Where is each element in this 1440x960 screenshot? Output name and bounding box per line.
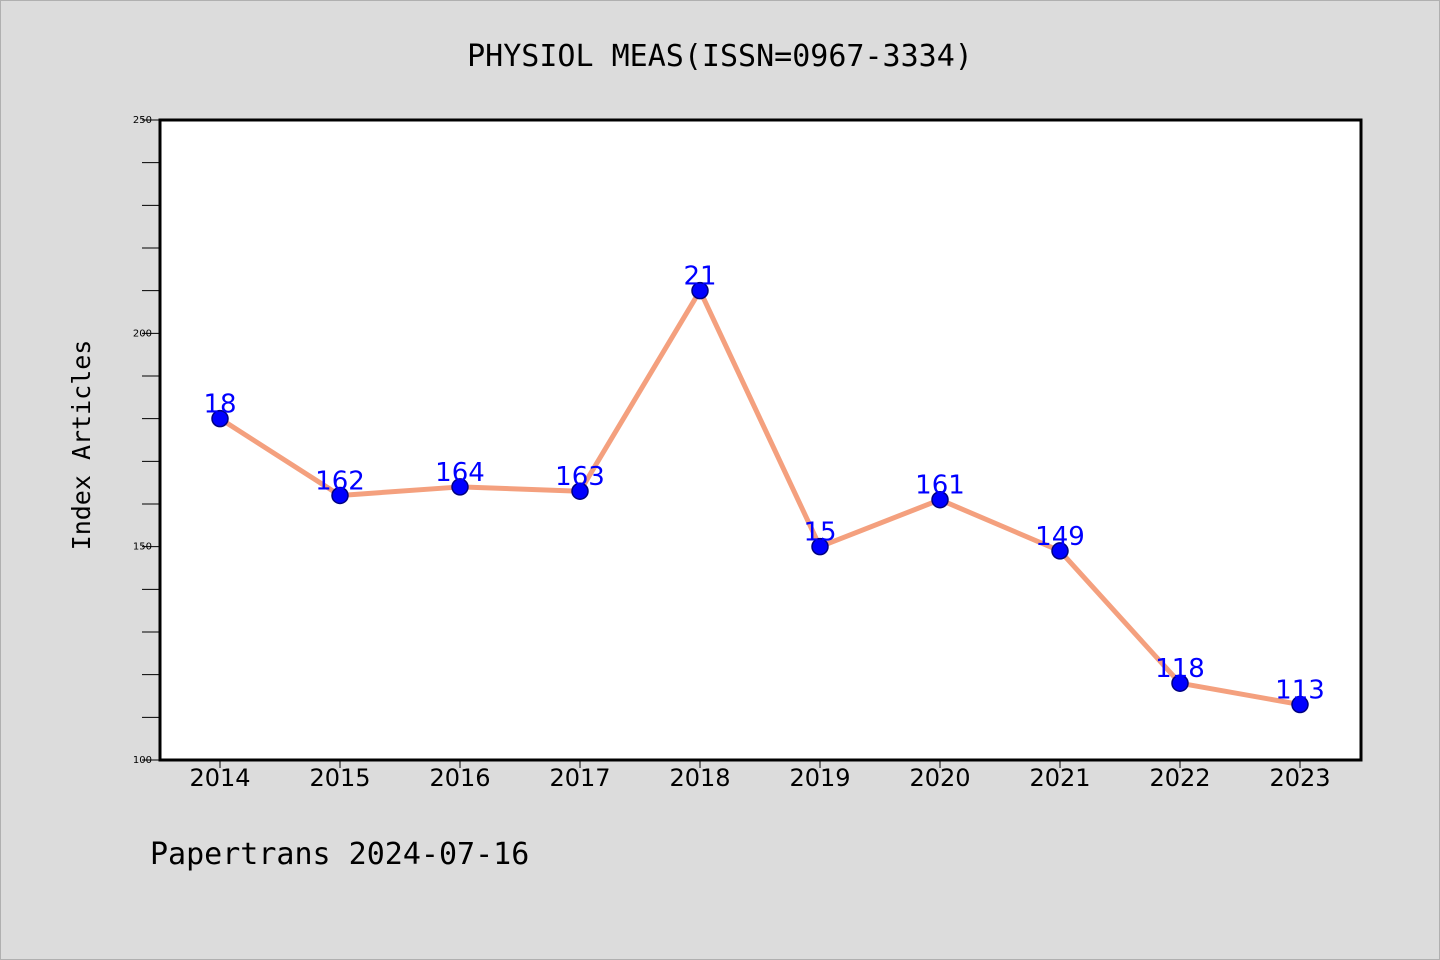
data-point — [691, 281, 709, 300]
x-tick-label: 2022 — [1149, 764, 1210, 792]
data-point — [211, 409, 229, 428]
chart-title: PHYSIOL MEAS(ISSN=0967-3334) — [467, 39, 973, 74]
data-label: 161 — [915, 471, 965, 501]
data-label: 15 — [803, 518, 836, 548]
x-tick-label: 2023 — [1269, 764, 1330, 792]
data-point — [1051, 542, 1069, 560]
plot-area — [158, 118, 1363, 762]
data-point — [811, 537, 829, 556]
x-tick-label: 2020 — [909, 764, 970, 792]
x-tick-label: 2015 — [309, 764, 370, 792]
data-label: 164 — [435, 458, 485, 488]
y-tick-label: 150 — [133, 542, 152, 553]
data-label: 163 — [555, 462, 605, 492]
data-point — [331, 486, 349, 505]
data-point — [451, 478, 469, 496]
data-label: 21 — [683, 262, 716, 292]
data-point — [931, 490, 949, 509]
x-tick-label: 2021 — [1029, 764, 1090, 792]
y-tick-label: 100 — [133, 755, 152, 766]
data-point — [1171, 674, 1189, 692]
y-tick-label: 250 — [133, 115, 152, 126]
data-label: 113 — [1275, 676, 1325, 706]
x-tick-label: 2017 — [549, 764, 610, 792]
series-line — [217, 288, 1303, 708]
x-axis: 2014 2015 2016 2017 2018 2019 2020 2021 2022 2023 — [189, 760, 1331, 792]
data-point — [1291, 695, 1309, 714]
y-tick-label: 200 — [133, 328, 152, 339]
data-label: 118 — [1155, 654, 1205, 684]
data-label: 149 — [1035, 522, 1085, 552]
y-axis: 100 150 200 250 — [133, 115, 160, 766]
data-label: 162 — [315, 466, 365, 496]
data-label: 18 — [203, 390, 236, 420]
x-tick-label: 2018 — [669, 764, 730, 792]
data-point — [571, 482, 589, 500]
x-tick-label: 2016 — [429, 764, 490, 792]
series-index-articles: 18 162 164 163 21 15 161 149 118 113 — [203, 262, 1325, 714]
footer-credit: Papertrans 2024-07-16 — [150, 837, 529, 872]
x-tick-label: 2019 — [789, 764, 850, 792]
y-axis-label: Index Articles — [67, 340, 96, 551]
x-tick-label: 2014 — [189, 764, 250, 792]
